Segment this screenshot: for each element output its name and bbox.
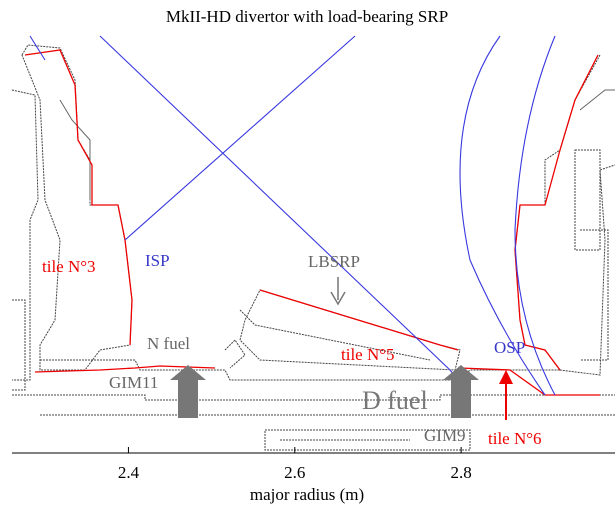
gim11-label: GIM11 <box>109 373 158 392</box>
isp-label: ISP <box>145 251 170 270</box>
gim9-label: GIM9 <box>424 426 466 445</box>
x-tick-label: 2.4 <box>118 463 140 482</box>
structure <box>12 36 615 453</box>
dfuel-label: D fuel <box>362 386 428 415</box>
osp-label: OSP <box>494 338 525 357</box>
tile6-label: tile N°6 <box>488 429 542 448</box>
x-tick-label: 2.6 <box>284 463 305 482</box>
tile3-label: tile N°3 <box>42 257 96 276</box>
divertor-figure: MkII-HD divertor with load-bearing SRP <box>0 0 615 513</box>
tile5-label: tile N°5 <box>341 345 395 364</box>
x-axis-label: major radius (m) <box>250 485 364 504</box>
title: MkII-HD divertor with load-bearing SRP <box>166 7 448 26</box>
separatrix <box>30 36 555 395</box>
x-tick-label: 2.8 <box>451 463 472 482</box>
lbsrp-label: LBSRP <box>308 252 360 271</box>
nfuel-label: N fuel <box>147 334 190 353</box>
